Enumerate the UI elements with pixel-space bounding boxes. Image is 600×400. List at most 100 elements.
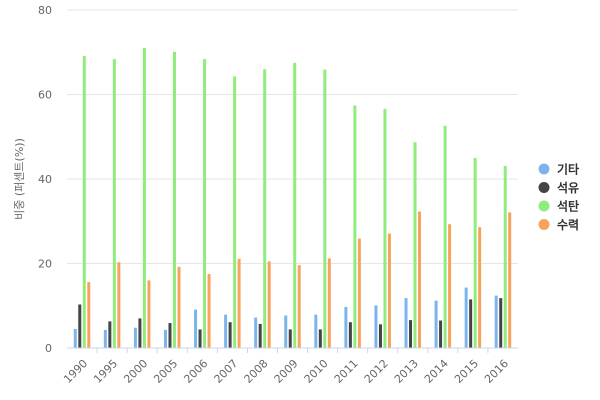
bars xyxy=(73,48,512,349)
bar-2011-1[interactable] xyxy=(348,322,352,348)
bar-2005-0[interactable] xyxy=(163,329,167,348)
bar-2011-3[interactable] xyxy=(357,238,361,348)
bar-1995-1[interactable] xyxy=(108,321,112,348)
legend-item[interactable]: 수력 xyxy=(538,218,580,232)
bar-2015-1[interactable] xyxy=(469,299,473,348)
bar-2012-1[interactable] xyxy=(378,324,382,348)
x-tick-label: 2008 xyxy=(242,357,271,386)
x-tick-label: 2011 xyxy=(332,357,361,386)
bar-2015-2[interactable] xyxy=(473,157,477,348)
x-tick-label: 2006 xyxy=(181,357,210,386)
legend-marker xyxy=(538,163,550,175)
bar-2014-1[interactable] xyxy=(439,320,443,348)
bar-2015-0[interactable] xyxy=(464,287,468,348)
y-axis-title: 비중 (퍼센트(%)) xyxy=(13,138,26,220)
y-tick-label: 20 xyxy=(38,258,52,271)
bar-2007-1[interactable] xyxy=(228,322,232,348)
bar-2013-0[interactable] xyxy=(404,298,408,348)
x-tick-label: 2013 xyxy=(392,357,421,386)
bar-2006-0[interactable] xyxy=(194,309,198,348)
x-tick-label: 2014 xyxy=(422,357,451,386)
bar-2010-2[interactable] xyxy=(323,69,327,348)
bar-2005-2[interactable] xyxy=(172,51,176,348)
x-tick-label: 2007 xyxy=(211,357,240,386)
bar-2009-3[interactable] xyxy=(297,265,301,348)
y-tick-label: 80 xyxy=(38,4,52,17)
bar-2016-1[interactable] xyxy=(499,298,503,348)
bar-2010-1[interactable] xyxy=(318,329,322,348)
bar-2010-3[interactable] xyxy=(327,258,331,348)
bar-2013-1[interactable] xyxy=(409,320,413,348)
bar-2009-2[interactable] xyxy=(293,62,297,348)
legend-item[interactable]: 석탄 xyxy=(538,199,580,214)
legend-label: 수력 xyxy=(557,218,579,232)
bar-2015-3[interactable] xyxy=(478,227,482,348)
bar-2008-1[interactable] xyxy=(258,323,262,348)
bar-2000-0[interactable] xyxy=(133,327,137,348)
x-tick-label: 2010 xyxy=(302,357,331,386)
bar-2000-2[interactable] xyxy=(142,48,146,349)
bar-2012-2[interactable] xyxy=(383,108,387,349)
bar-1995-2[interactable] xyxy=(112,59,116,348)
bar-2014-0[interactable] xyxy=(434,300,438,348)
bar-2013-3[interactable] xyxy=(418,211,422,348)
bar-2016-0[interactable] xyxy=(494,295,498,348)
bar-2012-0[interactable] xyxy=(374,305,378,348)
bar-2008-3[interactable] xyxy=(267,261,271,348)
x-tick-label: 2000 xyxy=(121,357,150,386)
bar-2009-0[interactable] xyxy=(284,315,288,348)
x-tick-label: 2012 xyxy=(362,357,391,386)
bar-2013-2[interactable] xyxy=(413,142,417,348)
y-tick-label: 40 xyxy=(38,173,52,186)
bar-2007-0[interactable] xyxy=(224,314,228,348)
bar-2005-3[interactable] xyxy=(177,266,181,348)
bar-1995-0[interactable] xyxy=(103,329,107,348)
x-tick-label: 2016 xyxy=(482,357,511,386)
y-tick-label: 0 xyxy=(45,342,52,355)
bar-1990-3[interactable] xyxy=(87,282,91,348)
bar-2006-1[interactable] xyxy=(198,329,202,348)
bar-1990-1[interactable] xyxy=(78,304,82,348)
bar-2009-1[interactable] xyxy=(288,329,292,348)
x-axis-ticks: 1990 1995 2000 2005 2006 2007 2008 2009 2010 2011… xyxy=(61,348,511,386)
legend-item[interactable]: 석유 xyxy=(538,181,580,195)
bar-2008-0[interactable] xyxy=(254,317,258,348)
x-tick-label: 2009 xyxy=(272,357,301,386)
bar-1990-2[interactable] xyxy=(82,56,86,349)
bar-1995-3[interactable] xyxy=(117,262,121,348)
bar-2014-2[interactable] xyxy=(443,125,447,348)
legend-label: 석유 xyxy=(557,181,579,195)
y-tick-label: 60 xyxy=(38,89,52,102)
bar-2012-3[interactable] xyxy=(387,233,391,348)
bar-2007-2[interactable] xyxy=(233,76,237,349)
bar-1990-0[interactable] xyxy=(73,328,77,348)
bar-2016-3[interactable] xyxy=(508,212,512,348)
bar-2016-2[interactable] xyxy=(503,165,507,348)
x-tick-label: 2005 xyxy=(151,357,180,386)
legend-label: 석탄 xyxy=(557,199,579,214)
bar-2008-2[interactable] xyxy=(263,69,267,349)
x-tick-label: 1995 xyxy=(91,357,120,386)
bar-2000-3[interactable] xyxy=(147,280,151,348)
legend-marker xyxy=(538,182,550,193)
legend-item[interactable]: 기타 xyxy=(538,162,580,177)
gridlines xyxy=(67,9,518,264)
y-axis-ticks: 0 20 40 60 80 xyxy=(38,4,52,355)
legend-label: 기타 xyxy=(557,162,579,177)
bar-2005-1[interactable] xyxy=(168,323,172,348)
bar-2010-0[interactable] xyxy=(314,314,318,348)
bar-2000-1[interactable] xyxy=(138,318,142,348)
legend-marker xyxy=(538,200,550,212)
bar-2014-3[interactable] xyxy=(448,224,452,348)
x-tick-label: 1990 xyxy=(61,357,90,386)
bar-2007-3[interactable] xyxy=(237,258,241,348)
x-tick-label: 2015 xyxy=(452,357,481,386)
bar-2011-2[interactable] xyxy=(353,105,357,348)
bar-2011-0[interactable] xyxy=(344,307,348,348)
legend-marker xyxy=(538,219,550,230)
bar-2006-3[interactable] xyxy=(207,274,211,348)
bar-2006-2[interactable] xyxy=(203,59,207,348)
